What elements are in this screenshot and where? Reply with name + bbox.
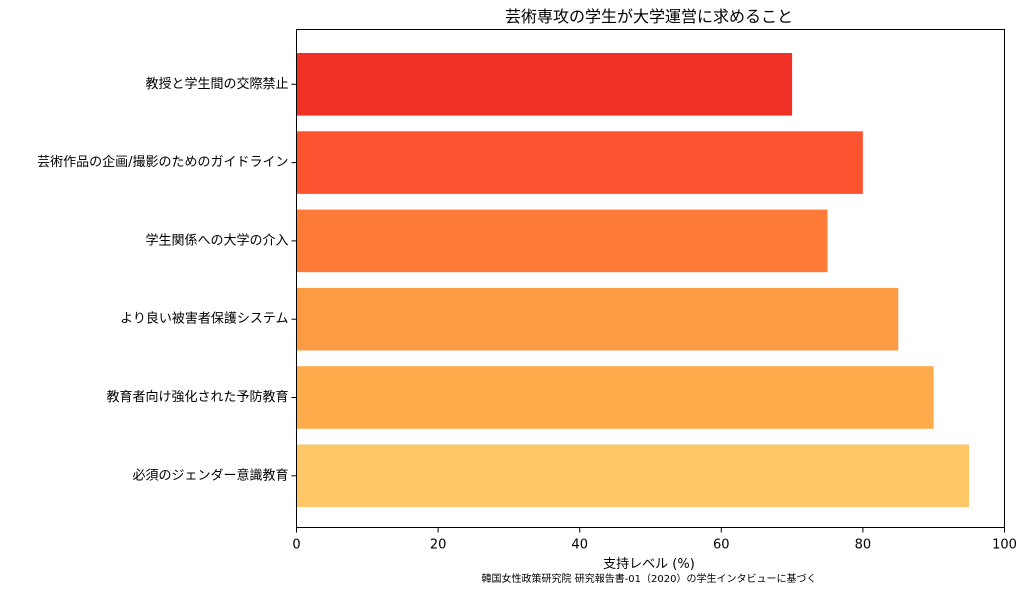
category-labels: 必須のジェンダー意識教育 教育者向け強化された予防教育 より良い被害者保護システム 学…: [37, 76, 297, 483]
x-axis-ticks: 0 20 40 60 80 100: [292, 527, 1017, 553]
bar: [296, 53, 793, 116]
x-tick-label: 100: [992, 538, 1017, 553]
category-label: 必須のジェンダー意識教育: [132, 467, 288, 483]
category-label: 学生関係への大学の介入: [145, 232, 288, 248]
chart-title: 芸術専攻の学生が大学運営に求めること: [505, 7, 793, 26]
bar: [296, 444, 970, 508]
bar: [296, 131, 863, 194]
x-axis-label: 支持レベル (%): [603, 557, 695, 572]
x-tick-label: 60: [713, 538, 730, 553]
bar: [296, 287, 899, 351]
x-tick-label: 40: [571, 538, 588, 553]
category-label: 芸術作品の企画/撮影のためのガイドライン: [37, 154, 288, 170]
x-tick-label: 80: [855, 538, 872, 553]
bar: [296, 209, 828, 273]
bars-group: [296, 53, 970, 508]
category-label: 教授と学生間の交際禁止: [145, 76, 288, 92]
category-label: より良い被害者保護システム: [120, 311, 288, 327]
bar: [296, 366, 934, 429]
category-label: 教育者向け強化された予防教育: [106, 389, 288, 405]
plot-frame: [296, 29, 1005, 528]
x-tick-label: 20: [430, 538, 447, 553]
source-note: 韓国女性政策研究院 研究報告書-01（2020）の学生インタビューに基づく: [482, 572, 817, 585]
x-tick-label: 0: [292, 538, 300, 553]
